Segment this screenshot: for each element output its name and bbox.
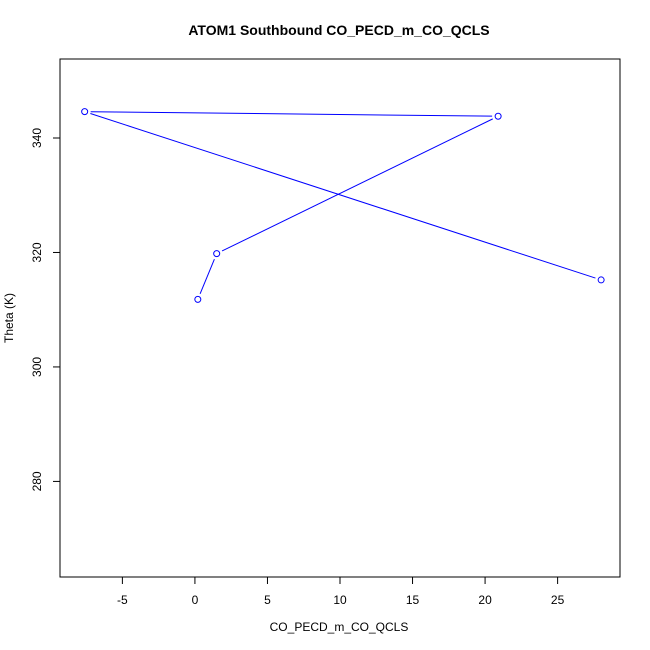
data-point xyxy=(494,112,502,120)
x-tick-label: 5 xyxy=(264,593,271,607)
y-tick-label: 340 xyxy=(30,128,44,148)
x-tick-label: 10 xyxy=(333,593,347,607)
y-axis-title: Theta (K) xyxy=(2,293,16,343)
series-layer xyxy=(81,108,605,303)
y-axis: 280 300 320 340 xyxy=(30,128,61,491)
plot-area xyxy=(59,58,621,578)
data-point xyxy=(213,250,221,258)
series-segment xyxy=(90,111,493,117)
x-axis: -5 0 5 10 15 20 25 xyxy=(117,576,565,607)
series-segment xyxy=(199,258,215,295)
data-point xyxy=(81,108,89,116)
chart-title: ATOM1 Southbound CO_PECD_m_CO_QCLS xyxy=(188,22,489,38)
x-tick-label: 20 xyxy=(478,593,492,607)
data-point xyxy=(194,295,202,303)
y-tick-label: 320 xyxy=(30,242,44,262)
y-tick-label: 300 xyxy=(30,357,44,377)
x-tick-label: 0 xyxy=(192,593,199,607)
x-axis-title: CO_PECD_m_CO_QCLS xyxy=(270,620,409,634)
x-tick-label: -5 xyxy=(117,593,128,607)
data-point xyxy=(597,276,605,284)
series-segment xyxy=(221,118,493,252)
x-tick-label: 15 xyxy=(406,593,420,607)
x-tick-label: 25 xyxy=(551,593,565,607)
series-segment xyxy=(90,113,596,279)
y-tick-label: 280 xyxy=(30,471,44,491)
